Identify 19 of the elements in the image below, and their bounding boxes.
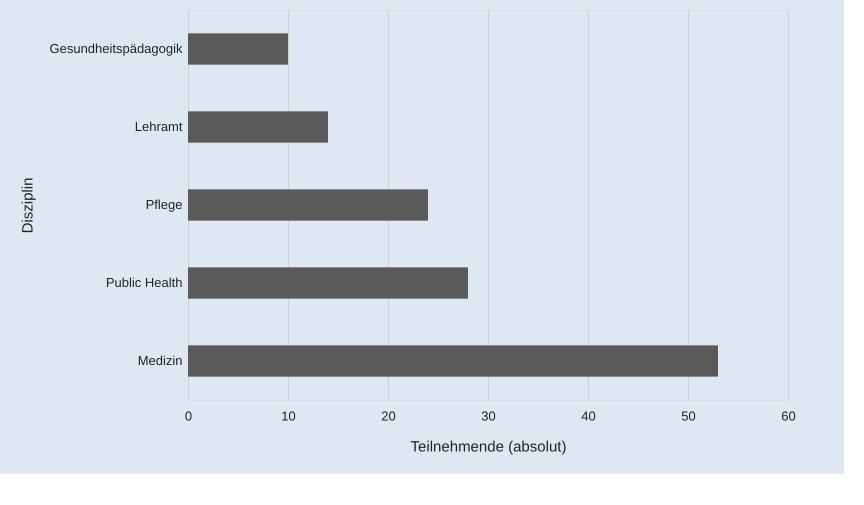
bar [188, 111, 328, 143]
x-tick-label: 60 [781, 408, 796, 424]
x-tick-label: 10 [281, 408, 296, 424]
x-tick-label: 0 [184, 408, 192, 424]
y-axis-title: Disziplin [20, 178, 37, 234]
y-tick-label: Pflege [146, 197, 182, 212]
y-tick-label: Gesundheitspädagogik [50, 41, 183, 56]
bar [188, 189, 428, 221]
x-tick-label: 20 [381, 408, 396, 424]
y-tick-label: Public Health [106, 275, 182, 290]
y-tick-label: Lehramt [134, 119, 183, 134]
bar [188, 267, 468, 299]
x-tick-label: 30 [481, 408, 496, 424]
bar [188, 33, 288, 65]
x-axis-title: Teilnehmende (absolut) [410, 438, 566, 456]
bar [188, 345, 718, 377]
y-tick-label: Medizin [138, 353, 182, 368]
x-tick-label: 40 [581, 408, 596, 424]
x-tick-label: 50 [681, 408, 696, 424]
